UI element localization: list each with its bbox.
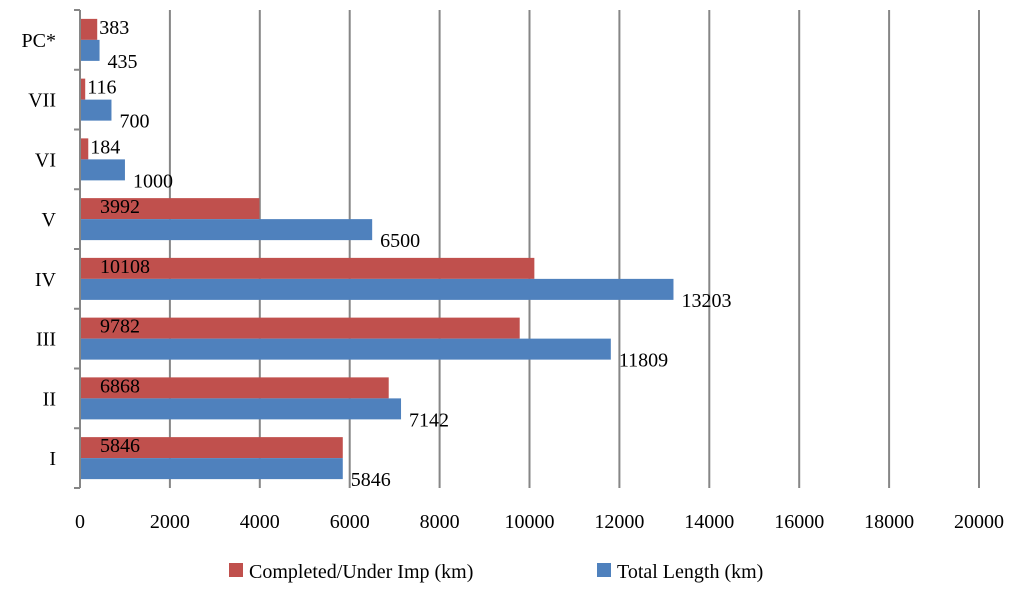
bar-completed — [80, 437, 343, 459]
bar-completed — [80, 377, 389, 399]
legend-item-total-length: Total Length (km) — [617, 561, 763, 583]
category-label: II — [43, 388, 56, 410]
x-tick-label: 4000 — [240, 511, 280, 533]
tick-labels: 0 2000 4000 6000 8000 10000 12000 14000 16000 180… — [75, 511, 1004, 533]
x-tick-label: 14000 — [684, 511, 734, 533]
legend-swatch — [229, 563, 243, 577]
x-tick-label: 12000 — [594, 511, 644, 533]
data-label: 9782 — [100, 316, 140, 338]
bar-total-length — [80, 458, 343, 480]
data-label: 700 — [119, 111, 149, 133]
data-label: 3992 — [100, 196, 140, 218]
category-label: PC* — [22, 30, 56, 52]
data-labels: 5846 5846 6868 7142 9782 11809 10108 13203 3992 6… — [87, 17, 731, 491]
bar-total-length — [80, 219, 373, 241]
x-tick-label: 0 — [75, 511, 85, 533]
data-label: 7142 — [409, 409, 449, 431]
legend: Completed/Under Imp (km) Total Length (km… — [229, 561, 763, 583]
data-label: 5846 — [100, 435, 140, 457]
data-label: 1000 — [133, 170, 173, 192]
bar-total-length — [80, 338, 611, 360]
x-tick-label: 20000 — [954, 511, 1004, 533]
x-tick-label: 2000 — [150, 511, 190, 533]
bar-completed — [80, 198, 260, 220]
data-label: 5846 — [351, 469, 391, 491]
x-tick-label: 8000 — [420, 511, 460, 533]
bar-total-length — [80, 278, 674, 300]
bar-total-length — [80, 398, 402, 420]
data-label: 13203 — [681, 290, 731, 312]
data-label: 383 — [99, 17, 129, 39]
gridlines — [168, 10, 980, 488]
data-label: 11809 — [619, 350, 668, 372]
x-tick-label: 10000 — [505, 511, 555, 533]
data-label: 435 — [108, 51, 138, 73]
bars — [80, 18, 674, 480]
x-tick-label: 6000 — [330, 511, 370, 533]
category-label: IV — [35, 269, 57, 291]
category-label: I — [49, 448, 56, 470]
x-tick-label: 18000 — [864, 511, 914, 533]
x-tick-label: 16000 — [774, 511, 824, 533]
axes — [74, 9, 81, 489]
bar-total-length — [80, 99, 112, 121]
legend-item-completed: Completed/Under Imp (km) — [249, 561, 473, 583]
legend-swatch — [597, 563, 611, 577]
category-label: V — [42, 209, 57, 231]
data-label: 116 — [87, 77, 116, 99]
bar-completed — [80, 257, 535, 279]
data-label: 6500 — [380, 230, 420, 252]
bar-completed — [80, 78, 86, 100]
data-label: 10108 — [100, 256, 150, 278]
bar-completed — [80, 317, 520, 339]
bar-total-length — [80, 39, 100, 61]
bar-completed — [80, 138, 89, 160]
bar-total-length — [80, 159, 125, 181]
category-label: III — [36, 329, 56, 351]
category-label: VI — [35, 149, 56, 171]
bar-completed — [80, 18, 98, 40]
category-label: VII — [28, 90, 56, 112]
data-label: 6868 — [100, 375, 140, 397]
data-label: 184 — [90, 136, 120, 158]
